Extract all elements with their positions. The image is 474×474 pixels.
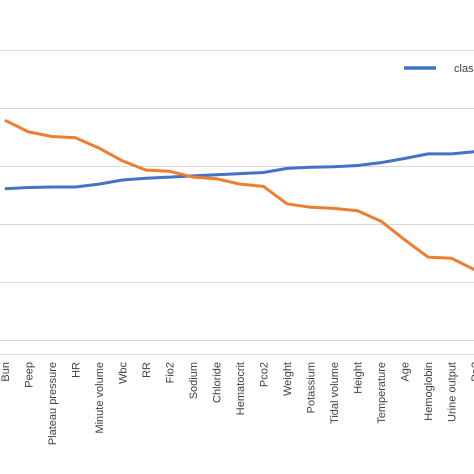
x-tick-label: Bun [0,362,12,382]
x-tick-label: Fio2 [165,362,177,383]
x-tick-label: Tidal volume [329,362,341,424]
series-0-point-13 [309,166,312,168]
series-0-point-0 [4,188,6,190]
legend: clas [404,63,474,75]
x-tick-label: Pa? [470,362,474,382]
x-tick-label: Urine output [447,362,459,422]
x-tick-label: Peep [24,362,36,388]
series-1-point-12 [286,203,288,205]
series-1-point-11 [262,185,265,187]
series-1-point-17 [403,239,406,241]
series-0-point-16 [380,162,382,164]
series-1-point-9 [215,178,218,180]
series-0-point-14 [333,166,335,168]
series-1-point-15 [356,210,359,212]
x-tick-label: Pco2 [259,362,271,387]
x-tick-labels: Bun Peep Plateau pressure HR Minute volume Wb… [0,362,474,446]
x-tick-label: Temperature [376,362,388,424]
series-1-point-1 [27,131,30,133]
series-1-point-3 [74,137,77,139]
x-tick-label: Sodium [188,362,200,399]
series-1-point-10 [239,183,241,185]
series-0-point-17 [403,157,406,160]
x-tick-label: Hemoglobin [423,362,435,421]
series-0-point-1 [27,186,30,189]
series-0-point-6 [145,177,147,179]
series-1-point-8 [192,176,194,178]
x-tick-label: Chloride [212,362,224,403]
x-tick-label: Hematocrit [235,362,247,415]
series-1-point-18 [427,256,429,258]
series-0-point-4 [98,183,100,185]
x-tick-label: Minute volume [94,362,106,434]
series-1-point-7 [168,170,171,172]
series-0-point-10 [239,173,241,175]
series-1-point-13 [309,206,312,208]
x-tick-label: Weight [282,362,294,396]
x-tick-label: RR [141,362,153,378]
x-tick-label: HR [71,362,83,378]
series-0-point-15 [356,164,359,167]
series-1-point-4 [98,147,100,149]
series-1-point-14 [333,207,335,209]
series-1-point-19 [450,257,453,259]
series-1-point-16 [380,220,382,222]
series-0-point-5 [121,179,124,181]
series-0-point-7 [168,176,171,178]
series-0-point-11 [262,171,265,174]
series-0-point-3 [74,186,77,188]
series-0-point-2 [51,186,53,188]
series-1-point-6 [145,169,147,171]
x-tick-label: Wbc [118,362,130,385]
x-tick-label: Potassium [306,362,318,413]
x-tick-label: Height [353,362,365,394]
series-layer [4,118,474,272]
legend-label-clas: clas [454,63,474,75]
x-tick-label: Age [400,362,412,382]
x-tick-label: Plateau pressure [47,362,59,445]
series-line-1 [4,118,474,272]
series-0-point-12 [286,167,288,169]
gridlines [0,50,474,355]
series-1-point-5 [121,160,124,162]
series-1-point-0 [4,119,6,121]
series-0-point-9 [215,174,218,176]
series-1-point-2 [51,135,53,138]
series-0-point-18 [427,153,429,155]
series-0-point-19 [450,153,453,155]
